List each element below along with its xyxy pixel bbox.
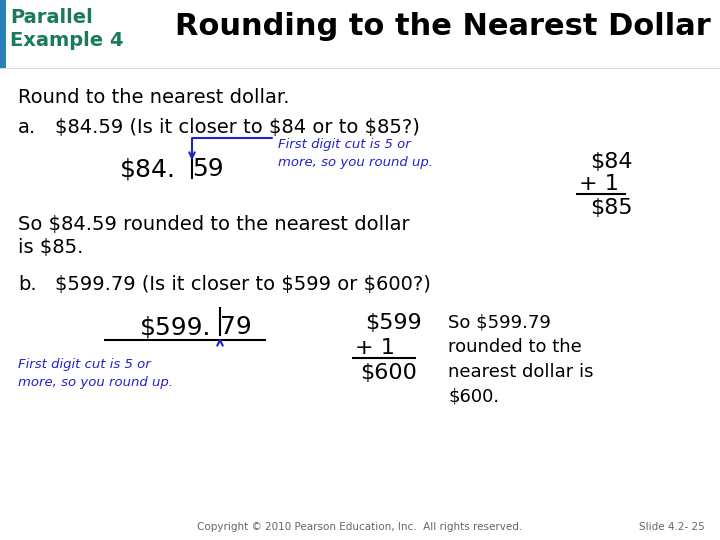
Text: So $84.59 rounded to the nearest dollar: So $84.59 rounded to the nearest dollar bbox=[18, 215, 410, 234]
Text: Slide 4.2- 25: Slide 4.2- 25 bbox=[639, 522, 705, 532]
Text: $84.59 (Is it closer to $84 or to $85?): $84.59 (Is it closer to $84 or to $85?) bbox=[55, 118, 420, 137]
Text: $600: $600 bbox=[360, 363, 417, 383]
Text: First digit cut is 5 or
more, so you round up.: First digit cut is 5 or more, so you rou… bbox=[278, 138, 433, 169]
Text: Round to the nearest dollar.: Round to the nearest dollar. bbox=[18, 88, 289, 107]
Text: Parallel
Example 4: Parallel Example 4 bbox=[10, 8, 124, 50]
Text: + 1: + 1 bbox=[355, 338, 395, 358]
Text: $599.79 (Is it closer to $599 or $600?): $599.79 (Is it closer to $599 or $600?) bbox=[55, 275, 431, 294]
Text: $599.: $599. bbox=[140, 315, 212, 339]
Text: 79: 79 bbox=[220, 315, 252, 339]
Text: $84.: $84. bbox=[120, 157, 176, 181]
Text: + 1: + 1 bbox=[579, 174, 619, 194]
Text: So $599.79
rounded to the
nearest dollar is
$600.: So $599.79 rounded to the nearest dollar… bbox=[448, 313, 593, 406]
Text: is $85.: is $85. bbox=[18, 238, 84, 257]
Text: $85: $85 bbox=[590, 198, 633, 218]
Text: $599: $599 bbox=[365, 313, 422, 333]
Text: Copyright © 2010 Pearson Education, Inc.  All rights reserved.: Copyright © 2010 Pearson Education, Inc.… bbox=[197, 522, 523, 532]
Text: First digit cut is 5 or
more, so you round up.: First digit cut is 5 or more, so you rou… bbox=[18, 358, 173, 389]
Text: b.: b. bbox=[18, 275, 37, 294]
Text: 59: 59 bbox=[192, 157, 224, 181]
Text: a.: a. bbox=[18, 118, 36, 137]
Text: Rounding to the Nearest Dollar: Rounding to the Nearest Dollar bbox=[175, 12, 711, 41]
Text: $84: $84 bbox=[590, 152, 632, 172]
FancyBboxPatch shape bbox=[0, 0, 6, 68]
